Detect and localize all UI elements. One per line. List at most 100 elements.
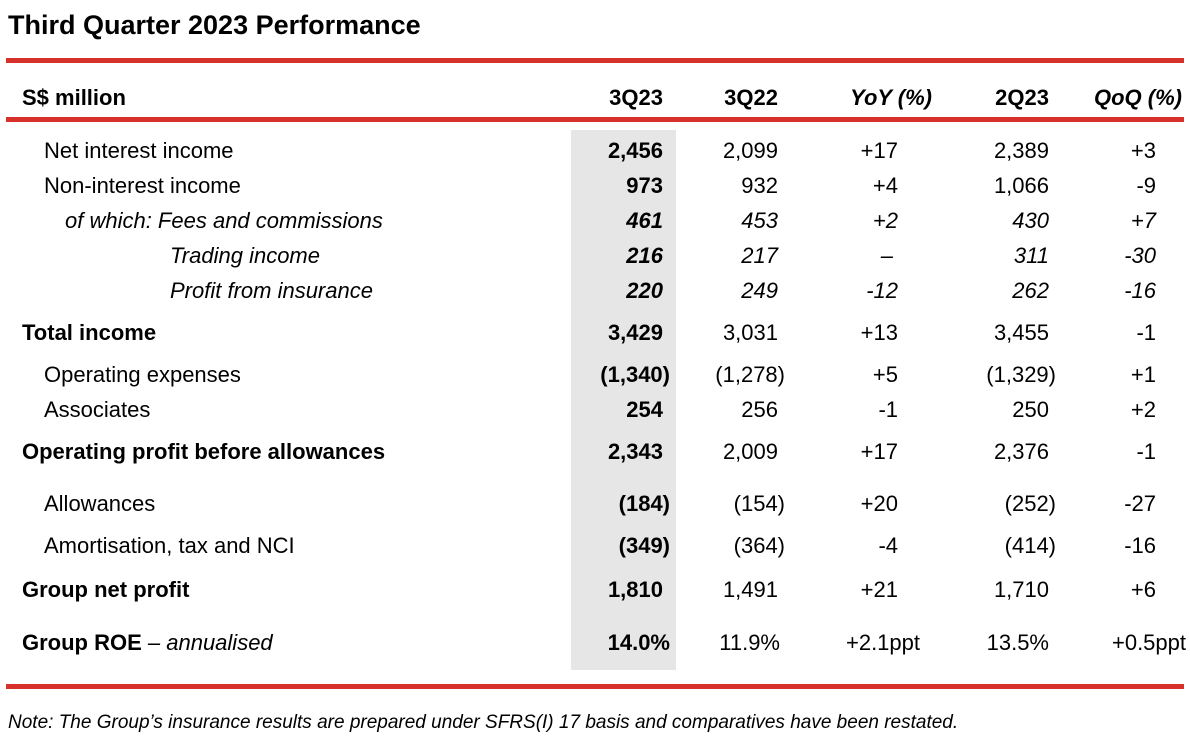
- cell-yoy: +13: [860, 320, 898, 345]
- cell-3q23: 1,810: [607, 577, 663, 602]
- row-label: Group ROE – annualised: [22, 629, 273, 657]
- cell-qoq: +1: [1130, 362, 1156, 387]
- cell-3q22: 2,099: [722, 138, 778, 163]
- cell-2q23: 13.5%: [986, 630, 1049, 655]
- cell-yoy: -1: [878, 397, 898, 422]
- cell-3q23: (184): [618, 491, 670, 516]
- row-label: Associates: [44, 397, 151, 422]
- header-3q22: 3Q22: [724, 85, 778, 110]
- table-row: Non-interest income 973 932 +4 1,066 -9: [0, 172, 1190, 200]
- cell-3q22: 217: [741, 243, 778, 268]
- row-label: Group net profit: [22, 577, 190, 602]
- cell-2q23: (1,329): [986, 362, 1056, 387]
- row-label: Allowances: [44, 491, 156, 516]
- cell-3q23: 3,429: [607, 320, 663, 345]
- cell-3q23: 2,456: [607, 138, 663, 163]
- cell-yoy: +17: [860, 439, 898, 464]
- cell-2q23: 2,389: [993, 138, 1049, 163]
- cell-qoq: -1: [1136, 439, 1156, 464]
- cell-qoq: +0.5ppt: [1111, 630, 1186, 655]
- cell-qoq: -16: [1124, 533, 1156, 558]
- header-divider: [6, 117, 1184, 122]
- cell-yoy: +17: [860, 138, 898, 163]
- cell-3q22: 11.9%: [719, 630, 780, 655]
- row-label: Operating expenses: [44, 362, 241, 387]
- row-label: Net interest income: [44, 138, 234, 163]
- cell-qoq: +7: [1130, 208, 1156, 233]
- cell-3q23: 2,343: [607, 439, 663, 464]
- cell-3q22: 249: [741, 278, 778, 303]
- cell-3q22: (154): [733, 491, 785, 516]
- cell-yoy: +20: [860, 491, 898, 516]
- table-row: Group net profit 1,810 1,491 +21 1,710 +…: [0, 576, 1190, 604]
- cell-3q23: 254: [626, 397, 663, 422]
- row-label: Non-interest income: [44, 173, 241, 198]
- cell-yoy: -4: [878, 533, 898, 558]
- cell-3q23: (1,340): [600, 362, 670, 387]
- page-title: Third Quarter 2023 Performance: [8, 10, 421, 40]
- cell-qoq: -30: [1124, 243, 1156, 268]
- cell-yoy: +2: [872, 208, 898, 233]
- row-label: Total income: [22, 320, 157, 345]
- row-label-main: Group ROE: [22, 630, 142, 655]
- cell-3q22: 932: [741, 173, 778, 198]
- header-qoq: QoQ (%): [1094, 85, 1182, 110]
- header-2q23: 2Q23: [995, 85, 1049, 110]
- table-row: Associates 254 256 -1 250 +2: [0, 396, 1190, 424]
- header-label: S$ million: [22, 85, 126, 110]
- table-row: Group ROE – annualised 14.0% 11.9% +2.1p…: [0, 629, 1190, 657]
- cell-3q23: 216: [626, 243, 663, 268]
- cell-2q23: 250: [1012, 397, 1049, 422]
- cell-qoq: -1: [1136, 320, 1156, 345]
- cell-2q23: 1,710: [993, 577, 1049, 602]
- top-divider: [6, 58, 1184, 63]
- cell-2q23: 3,455: [993, 320, 1049, 345]
- table-row: Net interest income 2,456 2,099 +17 2,38…: [0, 137, 1190, 165]
- header-yoy: YoY (%): [850, 85, 932, 110]
- row-label: Profit from insurance: [170, 278, 373, 303]
- cell-yoy: +4: [872, 173, 898, 198]
- cell-qoq: -16: [1124, 278, 1156, 303]
- cell-3q23: 220: [626, 278, 663, 303]
- cell-yoy: -12: [866, 278, 898, 303]
- cell-3q23: 973: [626, 173, 663, 198]
- cell-3q22: (364): [733, 533, 785, 558]
- header-3q23: 3Q23: [609, 85, 663, 110]
- cell-qoq: -9: [1136, 173, 1156, 198]
- table-row: Total income 3,429 3,031 +13 3,455 -1: [0, 319, 1190, 347]
- highlight-column-3q23: [571, 130, 676, 670]
- cell-3q22: 3,031: [722, 320, 778, 345]
- table-row: Amortisation, tax and NCI (349) (364) -4…: [0, 532, 1190, 560]
- cell-yoy: +21: [860, 577, 898, 602]
- cell-yoy: –: [880, 243, 893, 268]
- table-row: Operating profit before allowances 2,343…: [0, 438, 1190, 466]
- cell-qoq: +6: [1130, 577, 1156, 602]
- row-label: Trading income: [170, 243, 320, 268]
- cell-qoq: -27: [1124, 491, 1156, 516]
- row-label-suffix: – annualised: [141, 630, 273, 655]
- table-row: Profit from insurance 220 249 -12 262 -1…: [0, 277, 1190, 305]
- cell-2q23: 1,066: [993, 173, 1049, 198]
- table-row: Allowances (184) (154) +20 (252) -27: [0, 490, 1190, 518]
- cell-yoy: +5: [872, 362, 898, 387]
- cell-3q22: 2,009: [722, 439, 778, 464]
- cell-3q23: (349): [618, 533, 670, 558]
- cell-2q23: 311: [1013, 243, 1049, 268]
- bottom-divider: [6, 684, 1184, 689]
- row-label: Operating profit before allowances: [22, 439, 386, 464]
- cell-yoy: +2.1ppt: [845, 630, 920, 655]
- cell-3q22: 1,491: [722, 577, 778, 602]
- cell-qoq: +2: [1130, 397, 1156, 422]
- cell-2q23: 2,376: [993, 439, 1049, 464]
- cell-qoq: +3: [1130, 138, 1156, 163]
- cell-3q23: 14.0%: [607, 630, 670, 655]
- table-row: Trading income 216 217 – 311 -30: [0, 242, 1190, 270]
- cell-3q23: 461: [626, 208, 663, 233]
- cell-2q23: 262: [1012, 278, 1049, 303]
- cell-2q23: (414): [1004, 533, 1056, 558]
- row-label: of which: Fees and commissions: [65, 208, 383, 233]
- cell-3q22: 256: [741, 397, 778, 422]
- cell-3q22: 453: [741, 208, 778, 233]
- table-row: Operating expenses (1,340) (1,278) +5 (1…: [0, 361, 1190, 389]
- footnote: Note: The Group’s insurance results are …: [8, 712, 959, 733]
